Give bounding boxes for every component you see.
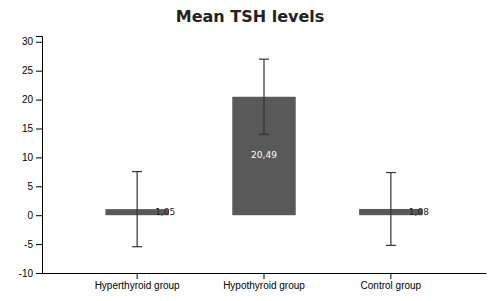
- data-label: 1,08: [409, 207, 429, 217]
- data-labels: 1,05 20,49 1,08: [155, 150, 429, 216]
- y-tick-mark: [36, 42, 42, 43]
- y-tick: 5: [27, 181, 42, 192]
- y-tick: 10: [22, 152, 42, 163]
- x-tick: Control group: [361, 273, 422, 291]
- marks: [105, 59, 422, 247]
- error-cap: [386, 245, 396, 246]
- y-tick: 30: [22, 36, 42, 47]
- y-tick-label: 10: [22, 152, 34, 163]
- title: Mean TSH levels: [176, 7, 325, 26]
- y-tick-mark: [36, 273, 42, 274]
- y-tick-label: -10: [19, 268, 34, 279]
- error-cap: [259, 59, 269, 60]
- y-tick-mark: [36, 244, 42, 245]
- y-tick-label: 30: [22, 36, 34, 47]
- x-tick-mark: [390, 273, 391, 279]
- error-stem: [390, 173, 391, 246]
- error-cap: [259, 134, 269, 135]
- x-axis: Hyperthyroid group Hypothyroid group Contr…: [43, 273, 487, 291]
- error-bar: [259, 59, 269, 134]
- x-tick-label: Control group: [361, 280, 422, 291]
- y-tick-label: 15: [22, 123, 34, 134]
- y-tick-label: 0: [27, 210, 33, 221]
- y-tick: -10: [19, 268, 42, 279]
- x-tick-mark: [137, 273, 138, 279]
- y-tick: 15: [22, 123, 42, 134]
- data-label: 1,05: [155, 207, 175, 217]
- y-tick-label: 25: [22, 65, 34, 76]
- error-stem: [137, 172, 138, 247]
- y-tick-mark: [36, 157, 42, 158]
- y-tick-label: -5: [24, 239, 33, 250]
- y-tick: 20: [22, 94, 42, 105]
- y-tick: 25: [22, 65, 42, 76]
- y-tick-mark: [36, 100, 42, 101]
- chart: Mean TSH levels -10 -5 0 5 10 15 20 25 30 Hyperthy…: [0, 0, 500, 301]
- error-cap: [132, 171, 142, 172]
- x-tick: Hyperthyroid group: [95, 273, 180, 291]
- y-tick-mark: [36, 71, 42, 72]
- y-tick-mark: [36, 215, 42, 216]
- y-tick: 0: [27, 210, 42, 221]
- y-tick-mark: [36, 186, 42, 187]
- x-tick-label: Hypothyroid group: [223, 280, 305, 291]
- y-tick-label: 5: [27, 181, 33, 192]
- x-tick-mark: [264, 273, 265, 279]
- error-cap: [132, 246, 142, 247]
- error-stem: [263, 59, 264, 134]
- error-cap: [386, 172, 396, 173]
- y-tick-label: 20: [22, 94, 34, 105]
- x-tick-label: Hyperthyroid group: [95, 280, 180, 291]
- y-tick-mark: [36, 128, 42, 129]
- error-bar: [132, 172, 142, 247]
- data-label: 20,49: [251, 150, 277, 160]
- y-axis: -10 -5 0 5 10 15 20 25 30: [19, 36, 43, 278]
- plot: -10 -5 0 5 10 15 20 25 30 Hyperthyroid group Hypot…: [19, 36, 487, 291]
- x-tick: Hypothyroid group: [223, 273, 305, 291]
- y-axis-line: [36, 37, 43, 274]
- error-bar: [386, 173, 396, 246]
- y-tick: -5: [24, 239, 42, 250]
